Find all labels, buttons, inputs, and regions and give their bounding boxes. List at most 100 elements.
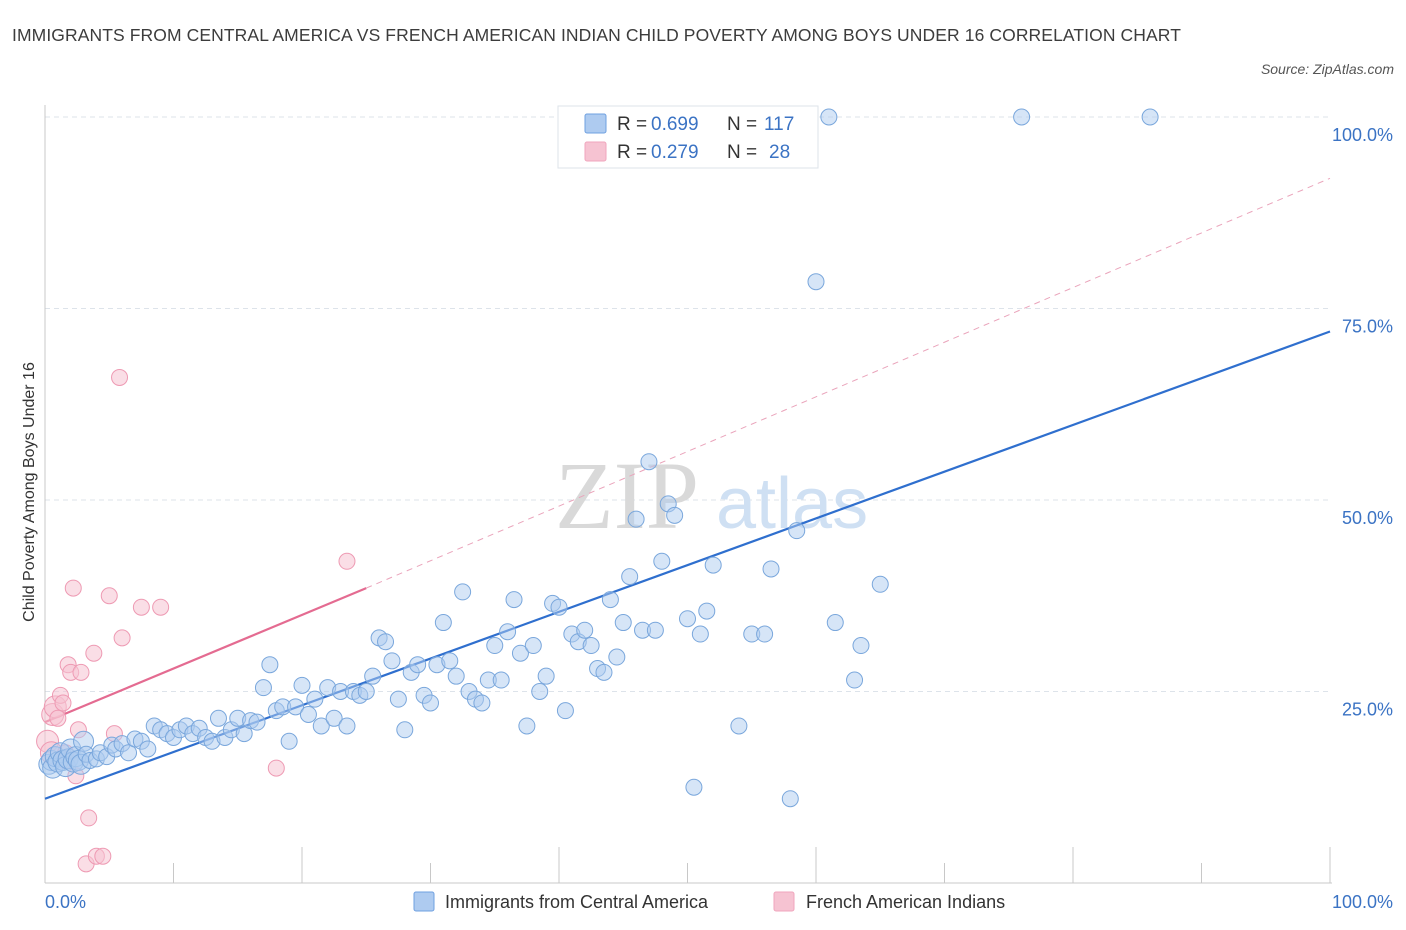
point-blue-86 — [524, 637, 542, 655]
stats-r-label-pink: R = — [617, 142, 647, 163]
point-pink-10 — [64, 579, 82, 597]
point-blue-75 — [454, 583, 472, 601]
point-blue-97 — [595, 663, 613, 681]
point-blue-60 — [357, 683, 375, 700]
point-blue-85 — [518, 717, 536, 735]
y-tick-label-0: 25.0% — [1342, 700, 1393, 720]
y-tick-label-3: 100.0% — [1332, 125, 1393, 145]
legend-label-pink: French American Indians — [806, 892, 1005, 912]
point-blue-110 — [685, 778, 703, 796]
stats-r-value-pink: 0.279 — [651, 142, 699, 163]
point-blue-66 — [396, 721, 414, 739]
point-pink-19 — [100, 587, 118, 605]
stats-r-value-blue: 0.699 — [651, 114, 699, 135]
point-pink-22 — [113, 629, 131, 647]
point-blue-81 — [492, 671, 510, 689]
point-pink-23 — [132, 598, 150, 616]
point-blue-80 — [486, 637, 504, 655]
point-blue-43 — [248, 713, 266, 731]
point-blue-126 — [1013, 108, 1031, 126]
series-blue-points — [38, 108, 1159, 808]
point-pink-21 — [111, 368, 129, 386]
point-blue-78 — [473, 694, 491, 712]
y-tick-label-2: 75.0% — [1342, 317, 1393, 337]
point-blue-44 — [254, 679, 272, 697]
point-blue-98 — [601, 591, 619, 609]
point-blue-111 — [691, 625, 709, 643]
point-pink-6 — [54, 694, 72, 712]
legend-swatch-blue — [413, 891, 435, 912]
stats-n-label-pink: N = — [727, 142, 757, 163]
stats-legend: R = 0.699 N = 117 R = 0.279 N = 28 — [557, 105, 819, 169]
stats-swatch-pink — [584, 141, 607, 162]
point-blue-57 — [338, 717, 356, 735]
point-blue-122 — [826, 614, 844, 632]
point-blue-95 — [582, 637, 600, 655]
point-blue-113 — [704, 556, 722, 574]
point-blue-91 — [556, 702, 574, 720]
point-blue-116 — [756, 625, 774, 643]
point-blue-23 — [120, 744, 138, 762]
point-blue-99 — [608, 648, 626, 666]
point-blue-87 — [531, 683, 549, 700]
grid-lines — [45, 116, 1330, 692]
stats-r-label-blue: R = — [617, 114, 647, 135]
point-blue-52 — [306, 690, 324, 708]
point-pink-25 — [267, 759, 285, 777]
y-axis-label: Child Poverty Among Boys Under 16 — [21, 362, 38, 622]
watermark-zip: ZIP — [555, 442, 699, 549]
point-blue-100 — [614, 614, 632, 632]
point-blue-74 — [447, 667, 465, 685]
point-blue-101 — [621, 568, 639, 586]
legend-label-blue: Immigrants from Central America — [445, 892, 709, 912]
point-blue-53 — [312, 717, 330, 735]
stats-n-value-pink: 28 — [769, 142, 790, 163]
point-blue-84 — [511, 644, 529, 662]
point-blue-83 — [505, 591, 523, 609]
point-blue-106 — [653, 552, 671, 570]
trend-line-pink-extension — [366, 177, 1331, 589]
trend-line-pink — [44, 587, 367, 724]
point-pink-16 — [85, 644, 103, 662]
series-pink-points — [36, 368, 356, 873]
source-label: Source: ZipAtlas.com — [1260, 61, 1394, 77]
point-pink-26 — [338, 552, 356, 570]
point-blue-114 — [730, 717, 748, 735]
point-pink-15 — [80, 809, 98, 827]
point-blue-88 — [537, 667, 555, 685]
point-blue-127 — [1141, 108, 1159, 126]
point-blue-82 — [499, 623, 517, 641]
point-blue-63 — [377, 633, 395, 651]
point-blue-90 — [550, 598, 568, 616]
x-tick-label-0: 0.0% — [45, 892, 86, 912]
point-blue-68 — [409, 656, 427, 674]
point-blue-117 — [762, 560, 780, 578]
point-blue-104 — [640, 453, 658, 471]
chart-title: IMMIGRANTS FROM CENTRAL AMERICA VS FRENC… — [12, 25, 1181, 45]
point-blue-72 — [434, 614, 452, 632]
stats-n-value-blue: 117 — [764, 114, 794, 135]
point-blue-112 — [698, 602, 716, 620]
point-blue-49 — [287, 698, 305, 716]
point-blue-26 — [139, 740, 157, 758]
point-blue-120 — [807, 273, 825, 291]
point-blue-51 — [299, 705, 317, 723]
point-pink-13 — [72, 663, 90, 681]
point-blue-61 — [364, 667, 382, 685]
legend-swatch-pink — [773, 891, 795, 912]
series-legend: Immigrants from Central America French A… — [413, 891, 1005, 912]
point-blue-119 — [788, 522, 806, 540]
point-blue-50 — [293, 676, 311, 694]
stats-n-label-blue: N = — [727, 114, 757, 135]
point-blue-125 — [871, 575, 889, 593]
point-blue-121 — [820, 108, 838, 126]
point-blue-65 — [389, 690, 407, 708]
point-blue-70 — [422, 694, 439, 712]
tick-labels: 25.0% 50.0% 75.0% 100.0% 0.0% 100.0% — [45, 125, 1393, 912]
point-blue-48 — [280, 732, 298, 750]
point-blue-105 — [646, 621, 664, 639]
point-blue-45 — [261, 656, 279, 674]
point-pink-24 — [152, 598, 170, 616]
point-blue-37 — [209, 709, 227, 727]
